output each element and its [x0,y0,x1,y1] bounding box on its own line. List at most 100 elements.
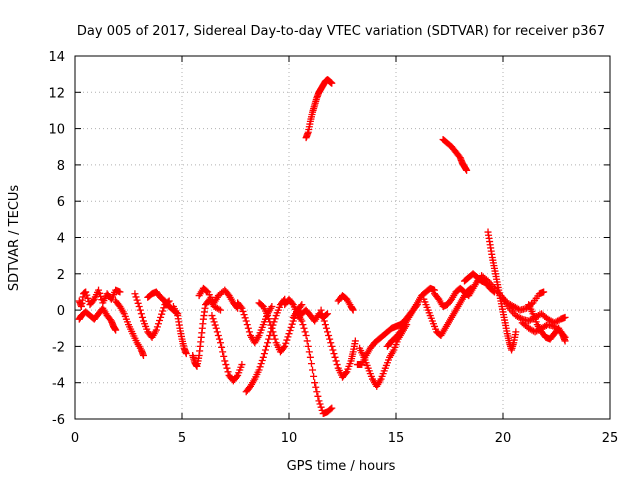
y-tick-label: 4 [57,232,65,247]
data-point [512,328,520,336]
y-tick-label: 14 [48,50,65,65]
series-arc-14 [289,306,332,325]
data-point [517,314,525,322]
data-point [328,79,336,87]
data-point [271,335,279,343]
data-point [238,304,246,312]
y-tick-label: 10 [48,123,65,138]
data-point [333,361,341,369]
data-point [255,366,263,374]
data-point [219,348,227,356]
data-point [329,346,337,354]
y-tick-label: 0 [57,304,65,319]
data-point [288,299,296,307]
data-point [152,326,160,334]
data-point [271,315,279,323]
data-point [245,328,253,336]
data-point [561,313,569,321]
data-point [158,310,166,318]
data-point [302,332,310,340]
data-point [215,335,223,343]
data-point [328,342,336,350]
axes: 0 5 10 15 20 25 -6 -4 -2 0 2 4 6 8 10 12 14 [48,50,618,446]
data-point [351,337,359,345]
series-arc-1 [75,286,124,310]
data-point [237,303,245,311]
series-arc-3 [112,297,147,359]
data-point [83,291,91,299]
data-point [298,317,306,325]
data-point [160,304,168,312]
x-tick-label: 10 [281,431,298,446]
y-axis-title: SDTVAR / TECUs [7,185,22,292]
series-arc-12 [255,299,306,356]
data-point [312,383,320,391]
data-point [300,324,308,332]
data-point [233,373,241,381]
data-point [220,352,228,360]
data-point [139,351,147,359]
data-point [96,289,104,297]
data-point [240,311,248,319]
data-point [259,353,267,361]
data-point [342,369,350,377]
series-arc-7 [189,295,225,370]
series-arc-27 [499,295,569,327]
data-point [218,343,226,351]
data-point [349,306,357,314]
data-point [285,330,293,338]
data-point [116,288,124,296]
data-point [133,296,141,304]
data-point [328,404,336,412]
data-point [257,360,265,368]
data-point [217,306,225,314]
data-point [281,342,289,350]
data-point [264,339,272,347]
series-arc-23 [439,135,471,174]
data-point [560,332,568,340]
data-point [314,392,322,400]
data-point [324,328,332,336]
data-point [264,312,272,320]
data-point [263,342,271,350]
data-point [82,288,90,296]
x-axis-title: GPS time / hours [287,459,396,474]
data-point [266,318,274,326]
plot-area [75,76,569,418]
data-point [153,323,161,331]
data-point [311,379,319,387]
data-point [134,299,142,307]
data-point [561,333,569,341]
data-point [327,405,335,413]
y-tick-label: 8 [57,159,65,174]
x-tick-label: 25 [602,431,619,446]
data-point [286,327,294,335]
data-point [260,350,268,358]
data-point [157,313,165,321]
y-tick-label: -4 [52,377,65,392]
series-arc-13 [281,295,336,418]
data-point [270,332,278,340]
data-point [222,361,230,369]
data-point [242,317,250,325]
data-point [267,321,275,329]
data-point [320,317,328,325]
data-point [261,346,269,354]
data-point [287,323,295,331]
data-point [136,306,144,314]
data-point [330,350,338,358]
data-point [304,342,312,350]
data-point [258,356,266,364]
data-point [223,364,231,372]
data-point [221,357,229,365]
data-point [303,337,311,345]
data-point [332,357,340,365]
data-point [307,360,315,368]
data-point [213,328,221,336]
data-point [318,310,326,318]
data-point [327,339,335,347]
data-point [282,339,290,347]
data-point [317,306,325,314]
data-point [212,324,220,332]
